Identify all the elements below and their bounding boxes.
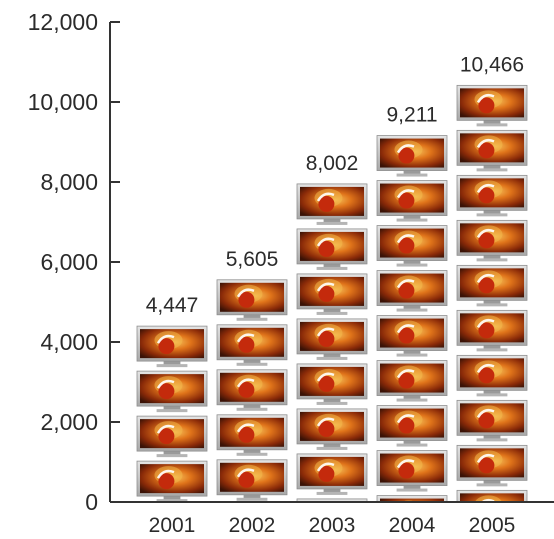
tv-icon xyxy=(376,315,448,357)
tv-icon xyxy=(216,459,288,501)
value-label-2002: 5,605 xyxy=(226,248,279,271)
bar-2005 xyxy=(456,84,528,502)
value-label-2001: 4,447 xyxy=(146,294,199,317)
tv-icon xyxy=(296,363,368,405)
tv-icon xyxy=(456,489,528,502)
tv-icon xyxy=(296,228,368,270)
x-tick-label-2004: 2004 xyxy=(389,514,436,537)
bar-2003 xyxy=(296,183,368,502)
y-tick-label: 8,000 xyxy=(40,169,98,195)
x-axis: 2001 2002 2003 2004 2005 xyxy=(110,501,554,537)
tv-icon xyxy=(296,273,368,315)
tv-icon xyxy=(456,219,528,262)
tv-icon xyxy=(376,405,448,447)
tv-icon xyxy=(456,309,528,352)
tv-icon xyxy=(456,264,528,307)
y-axis: 0 2,000 4,000 6,000 8,000 10,000 12,000 xyxy=(28,9,120,515)
tv-icon xyxy=(456,174,528,217)
x-tick-label-2005: 2005 xyxy=(469,514,516,537)
bars-group xyxy=(136,84,528,502)
tv-icon xyxy=(296,453,368,495)
tv-icon xyxy=(376,225,448,267)
tv-icon xyxy=(456,129,528,172)
x-tick-label-2003: 2003 xyxy=(309,514,356,537)
tv-icon xyxy=(296,318,368,360)
tv-icon xyxy=(456,444,528,487)
y-tick-label: 10,000 xyxy=(28,89,98,115)
tv-icon xyxy=(216,369,288,411)
tv-icon xyxy=(376,450,448,492)
tv-icon xyxy=(136,370,208,413)
tv-icon xyxy=(216,414,288,456)
value-label-2003: 8,002 xyxy=(306,152,359,175)
tv-icon xyxy=(376,135,448,177)
value-label-2005: 10,466 xyxy=(460,53,524,76)
y-tick-label: 4,000 xyxy=(40,329,98,355)
value-labels: 4,447 5,605 8,002 9,211 10,466 xyxy=(146,53,524,317)
tv-icon xyxy=(456,84,528,127)
x-tick-label-2001: 2001 xyxy=(149,514,196,537)
tv-icon xyxy=(136,460,208,502)
tv-icon xyxy=(296,408,368,450)
tv-icon xyxy=(296,183,368,225)
tv-icon xyxy=(136,415,208,458)
tv-icon xyxy=(376,270,448,312)
x-tick-label-2002: 2002 xyxy=(229,514,276,537)
tv-icon xyxy=(216,324,288,366)
tv-icon xyxy=(376,180,448,222)
tv-icon xyxy=(456,399,528,442)
y-tick-label: 0 xyxy=(85,489,98,515)
bar-2001 xyxy=(136,325,208,502)
tv-icon xyxy=(216,279,288,321)
bar-2004 xyxy=(376,135,448,502)
y-tick-label: 2,000 xyxy=(40,409,98,435)
y-tick-label: 6,000 xyxy=(40,249,98,275)
tv-icon xyxy=(136,325,208,368)
bar-2002 xyxy=(216,279,288,501)
value-label-2004: 9,211 xyxy=(387,104,438,127)
tv-icon xyxy=(376,360,448,402)
tv-icon xyxy=(456,354,528,397)
y-tick-label: 12,000 xyxy=(28,9,98,35)
